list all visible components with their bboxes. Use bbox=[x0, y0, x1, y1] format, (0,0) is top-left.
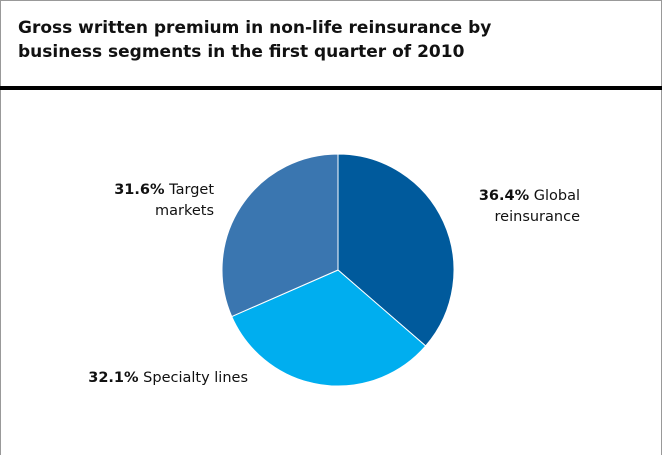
slice-label: 32.1% Specialty lines bbox=[88, 368, 248, 389]
slice-label: 36.4% Global reinsurance bbox=[440, 186, 580, 228]
category-label: Global reinsurance bbox=[494, 188, 580, 225]
value-label: 32.1% bbox=[88, 370, 139, 386]
category-label: Target markets bbox=[154, 182, 214, 219]
chart-title: Gross written premium in non-life reinsu… bbox=[18, 18, 492, 62]
category-label: Specialty lines bbox=[143, 370, 248, 386]
title-rule bbox=[0, 86, 662, 90]
value-label: 36.4% bbox=[478, 188, 530, 204]
pie-slice bbox=[337, 153, 455, 347]
value-label: 31.6% bbox=[114, 182, 165, 198]
pie-slice bbox=[221, 153, 339, 318]
slice-label: 31.6% Target markets bbox=[64, 180, 214, 222]
pie-slice bbox=[231, 269, 427, 387]
